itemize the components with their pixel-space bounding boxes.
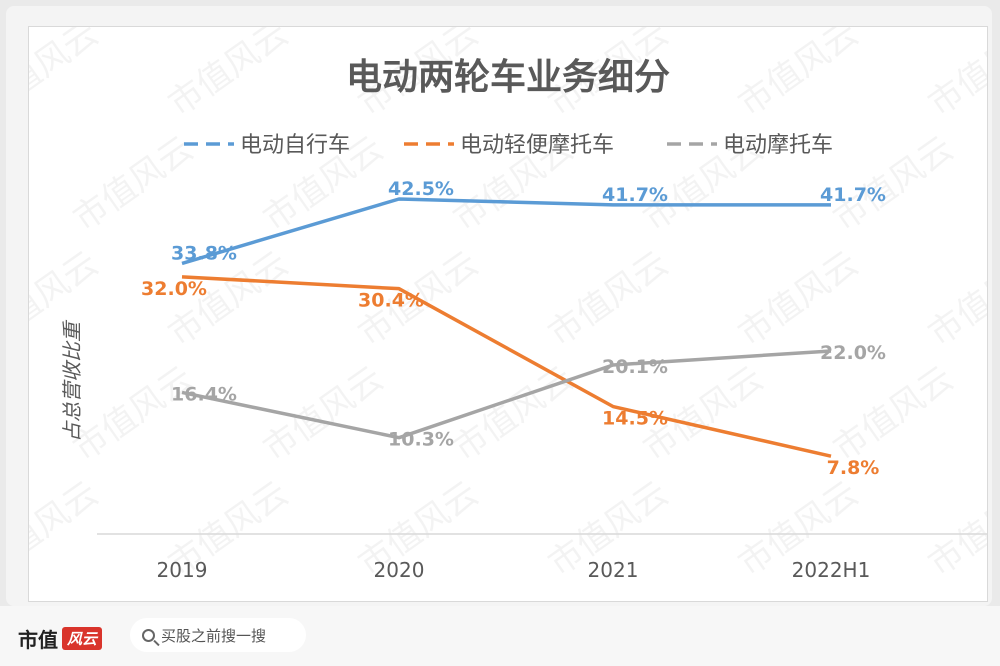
data-label: 33.8% [171,242,237,264]
search-box[interactable]: 买股之前搜一搜 [130,618,306,652]
x-tick-labels: 2019 2020 2021 2022H1 [157,558,871,582]
x-tick-label: 2020 [374,558,425,582]
footer-bar: 市值 风云 买股之前搜一搜 [0,606,1000,666]
data-label: 22.0% [820,342,886,364]
chart-card: 市值风云市值风云市值风云市值风云市值风云市值风云市值风云市值风云市值风云市值风云… [6,6,992,606]
brand-badge: 风云 [62,627,103,650]
data-label: 32.0% [141,278,207,300]
data-label: 16.4% [171,383,237,405]
series-line-2 [181,349,832,440]
data-label: 30.4% [358,290,424,312]
data-label: 7.8% [827,457,880,479]
x-tick-label: 2022H1 [792,558,871,582]
chart-title: 电动两轮车业务细分 [346,57,670,98]
watermark-layer: 市值风云市值风云市值风云市值风云市值风云市值风云市值风云市值风云市值风云市值风云… [29,27,987,584]
x-tick-label: 2019 [157,558,208,582]
data-label: 20.1% [602,356,668,378]
series-line-0 [181,197,831,266]
search-icon [142,628,155,642]
legend-label: 电动摩托车 [723,133,833,158]
legend-item: 电动摩托车 [667,133,833,158]
data-label: 10.3% [388,429,454,451]
legend: 电动自行车 电动轻便摩托车 电动摩托车 [184,133,833,158]
legend-item: 电动轻便摩托车 [404,133,614,158]
data-label: 41.7% [602,184,668,206]
series-line-1 [181,275,832,458]
y-axis-label: 占总营收比重 [60,319,84,442]
legend-label: 电动自行车 [240,133,350,158]
data-labels: 33.8% 42.5% 41.7% 41.7% 32.0% 30.4% 14.5% 7.8% 1… [141,178,886,479]
chart-area: 市值风云市值风云市值风云市值风云市值风云市值风云市值风云市值风云市值风云市值风云… [28,26,988,602]
data-label: 41.7% [820,184,886,206]
brand-logo[interactable]: 市值 风云 [18,624,103,653]
series-layer [181,197,832,458]
x-tick-label: 2021 [588,558,639,582]
legend-label: 电动轻便摩托车 [460,133,614,158]
legend-item: 电动自行车 [184,133,350,158]
data-label: 14.5% [602,408,668,430]
line-chart: 市值风云市值风云市值风云市值风云市值风云市值风云市值风云市值风云市值风云市值风云… [29,27,987,584]
brand-text: 市值 [18,628,58,652]
search-placeholder: 买股之前搜一搜 [161,626,267,645]
data-label: 42.5% [388,178,454,200]
